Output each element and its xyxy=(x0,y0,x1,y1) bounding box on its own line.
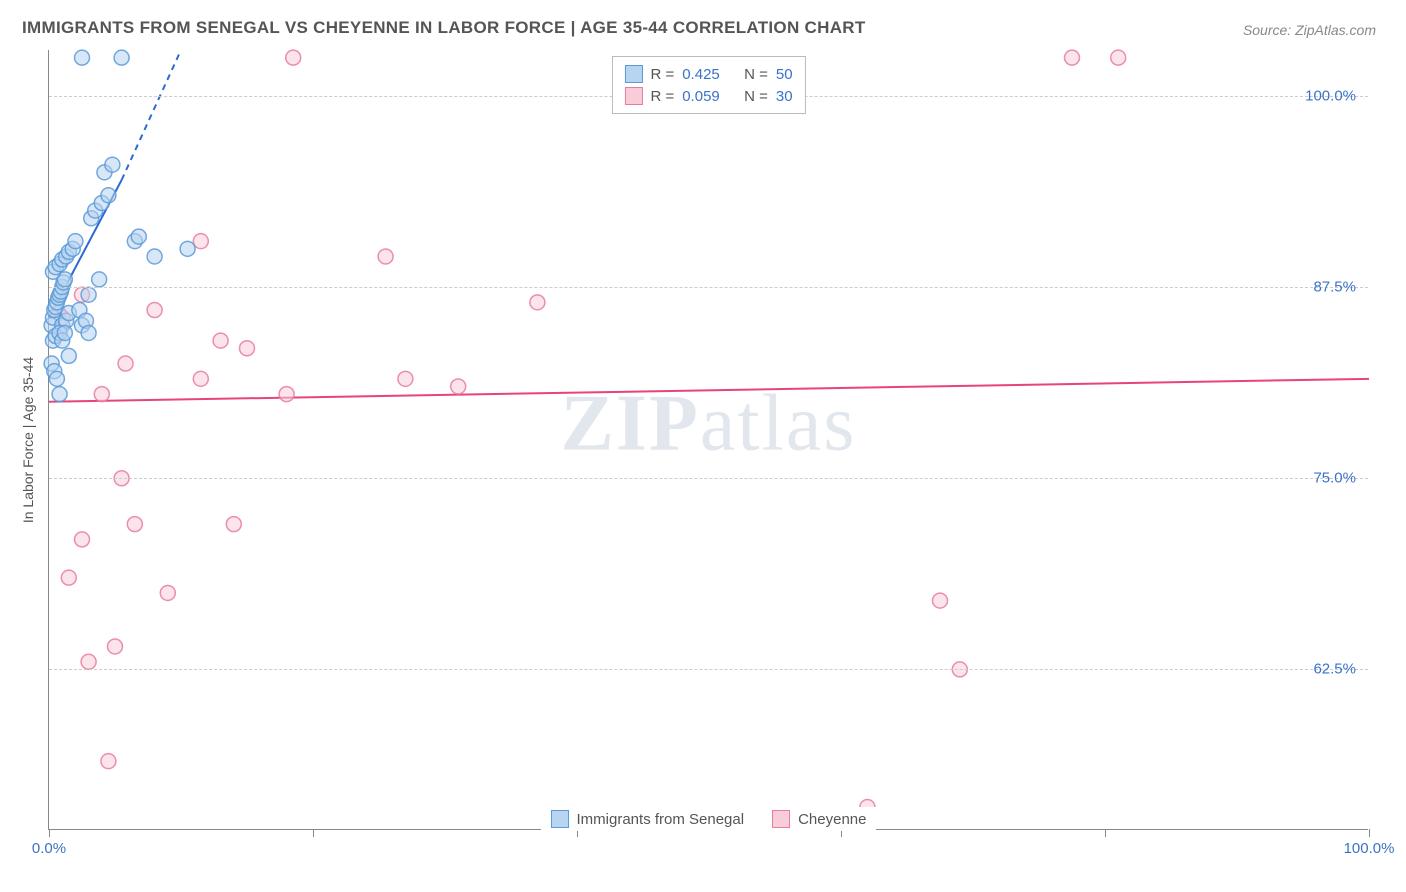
data-point xyxy=(75,50,90,65)
data-point xyxy=(49,371,64,386)
data-point xyxy=(279,387,294,402)
data-point xyxy=(92,272,107,287)
series-name: Immigrants from Senegal xyxy=(577,811,745,828)
data-point xyxy=(451,379,466,394)
x-tick-label-start: 0.0% xyxy=(32,840,66,857)
gridline xyxy=(49,478,1368,479)
data-point xyxy=(213,333,228,348)
data-point xyxy=(81,325,96,340)
data-point xyxy=(131,229,146,244)
data-point xyxy=(81,654,96,669)
legend-swatch xyxy=(624,87,642,105)
legend-row: R = 0.059 N = 30 xyxy=(624,85,792,107)
n-label: N = xyxy=(744,66,768,83)
x-tick-label-end: 100.0% xyxy=(1344,840,1395,857)
gridline xyxy=(49,287,1368,288)
y-tick-label: 75.0% xyxy=(1313,470,1356,487)
data-point xyxy=(1065,50,1080,65)
data-point xyxy=(127,517,142,532)
chart-title: IMMIGRANTS FROM SENEGAL VS CHEYENNE IN L… xyxy=(22,18,866,38)
data-point xyxy=(75,532,90,547)
correlation-legend: R = 0.425 N = 50 R = 0.059 N = 30 xyxy=(611,56,805,114)
r-value: 0.425 xyxy=(682,66,720,83)
r-label: R = xyxy=(650,66,674,83)
r-label: R = xyxy=(650,88,674,105)
data-point xyxy=(108,639,123,654)
x-tick xyxy=(49,829,50,837)
y-tick-label: 62.5% xyxy=(1313,661,1356,678)
data-point xyxy=(240,341,255,356)
chart-svg xyxy=(49,50,1368,829)
y-tick-label: 87.5% xyxy=(1313,279,1356,296)
y-tick-label: 100.0% xyxy=(1305,87,1356,104)
data-point xyxy=(378,249,393,264)
legend-swatch xyxy=(624,65,642,83)
chart-container: IMMIGRANTS FROM SENEGAL VS CHEYENNE IN L… xyxy=(0,0,1406,892)
x-tick xyxy=(1369,829,1370,837)
data-point xyxy=(180,241,195,256)
legend-row: R = 0.425 N = 50 xyxy=(624,63,792,85)
legend-swatch xyxy=(772,810,790,828)
gridline xyxy=(49,669,1368,670)
series-legend-item: Cheyenne xyxy=(772,810,866,828)
y-axis-label: In Labor Force | Age 35-44 xyxy=(20,357,36,523)
trend-line-dashed xyxy=(122,50,181,180)
plot-area: ZIPatlas R =0.425 N =50R =0.059 N =30 Im… xyxy=(48,50,1368,830)
x-tick xyxy=(313,829,314,837)
n-value: 50 xyxy=(776,66,793,83)
data-point xyxy=(193,234,208,249)
data-point xyxy=(147,249,162,264)
source-attribution: Source: ZipAtlas.com xyxy=(1243,22,1376,38)
data-point xyxy=(105,157,120,172)
n-value: 30 xyxy=(776,88,793,105)
legend-swatch xyxy=(551,810,569,828)
data-point xyxy=(101,754,116,769)
data-point xyxy=(193,371,208,386)
data-point xyxy=(61,570,76,585)
series-name: Cheyenne xyxy=(798,811,866,828)
r-value: 0.059 xyxy=(682,88,720,105)
data-point xyxy=(114,50,129,65)
data-point xyxy=(933,593,948,608)
x-tick xyxy=(1105,829,1106,837)
series-legend-item: Immigrants from Senegal xyxy=(551,810,745,828)
series-legend: Immigrants from Senegal Cheyenne xyxy=(541,807,877,831)
n-label: N = xyxy=(744,88,768,105)
data-point xyxy=(118,356,133,371)
data-point xyxy=(68,234,83,249)
data-point xyxy=(286,50,301,65)
data-point xyxy=(1111,50,1126,65)
data-point xyxy=(160,585,175,600)
data-point xyxy=(530,295,545,310)
data-point xyxy=(94,387,109,402)
data-point xyxy=(61,348,76,363)
data-point xyxy=(57,325,72,340)
data-point xyxy=(81,287,96,302)
data-point xyxy=(147,303,162,318)
data-point xyxy=(226,517,241,532)
data-point xyxy=(52,387,67,402)
data-point xyxy=(101,188,116,203)
trend-line xyxy=(49,379,1369,402)
data-point xyxy=(398,371,413,386)
